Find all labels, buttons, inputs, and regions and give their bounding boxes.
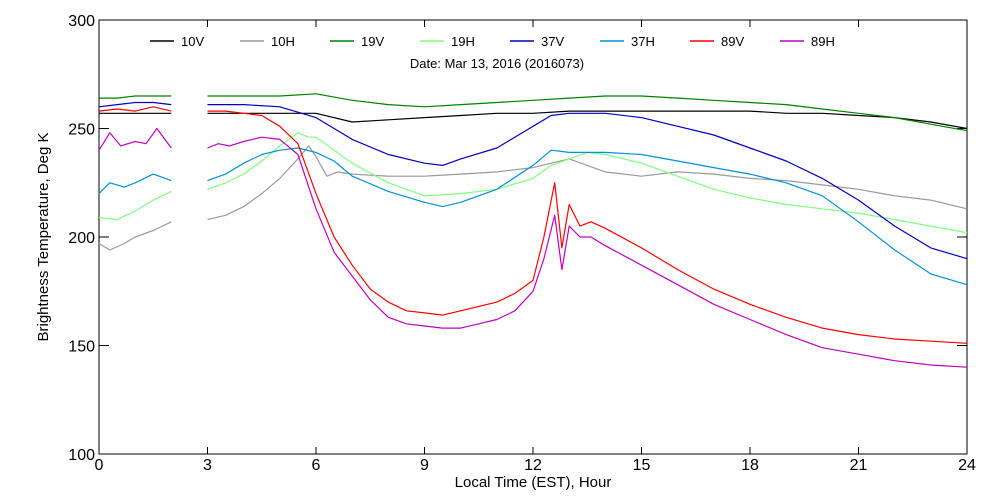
x-tick-label: 24 (958, 457, 976, 474)
legend-label: 19H (451, 34, 475, 49)
series-line-89v (98, 106, 968, 344)
series-line-19h (98, 132, 968, 234)
series-line-10v (99, 110, 968, 130)
series-line-19v (99, 93, 968, 132)
x-tick-label: 15 (633, 457, 651, 474)
y-tick-label: 150 (68, 339, 95, 356)
series-line-37h (98, 147, 968, 286)
axis-ticks: 0 3 6 9 12 15 18 21 24 100 150 200 250 300 (68, 13, 976, 474)
x-axis-label: Local Time (EST), Hour (455, 474, 612, 491)
series-line-10h (98, 145, 968, 251)
legend-label: 89V (721, 34, 744, 49)
legend-label: 37V (541, 34, 564, 49)
x-tick-label: 9 (420, 457, 429, 474)
y-tick-label: 300 (68, 13, 95, 30)
chart-subtitle: Date: Mar 13, 2016 (2016073) (410, 56, 584, 71)
x-tick-label: 21 (850, 457, 868, 474)
legend: 10V 10H 19V 19H 37V 37H 89V 89H (150, 34, 835, 49)
y-axis-label: Brightness Temperature, Deg K (35, 133, 52, 342)
x-tick-label: 6 (312, 457, 321, 474)
x-tick-label: 12 (524, 457, 542, 474)
y-tick-label: 250 (68, 122, 95, 139)
y-tick-label: 100 (68, 447, 95, 464)
x-tick-label: 18 (741, 457, 759, 474)
y-tick-label: 200 (68, 230, 95, 247)
series-line-37v (98, 101, 968, 260)
legend-label: 37H (631, 34, 655, 49)
series-lines (98, 93, 968, 368)
series-line-89h (98, 127, 968, 368)
legend-label: 89H (811, 34, 835, 49)
legend-label: 19V (361, 34, 384, 49)
plot-frame (98, 19, 968, 455)
legend-label: 10H (271, 34, 295, 49)
x-tick-label: 0 (95, 457, 104, 474)
x-tick-label: 3 (203, 457, 212, 474)
legend-label: 10V (181, 34, 204, 49)
